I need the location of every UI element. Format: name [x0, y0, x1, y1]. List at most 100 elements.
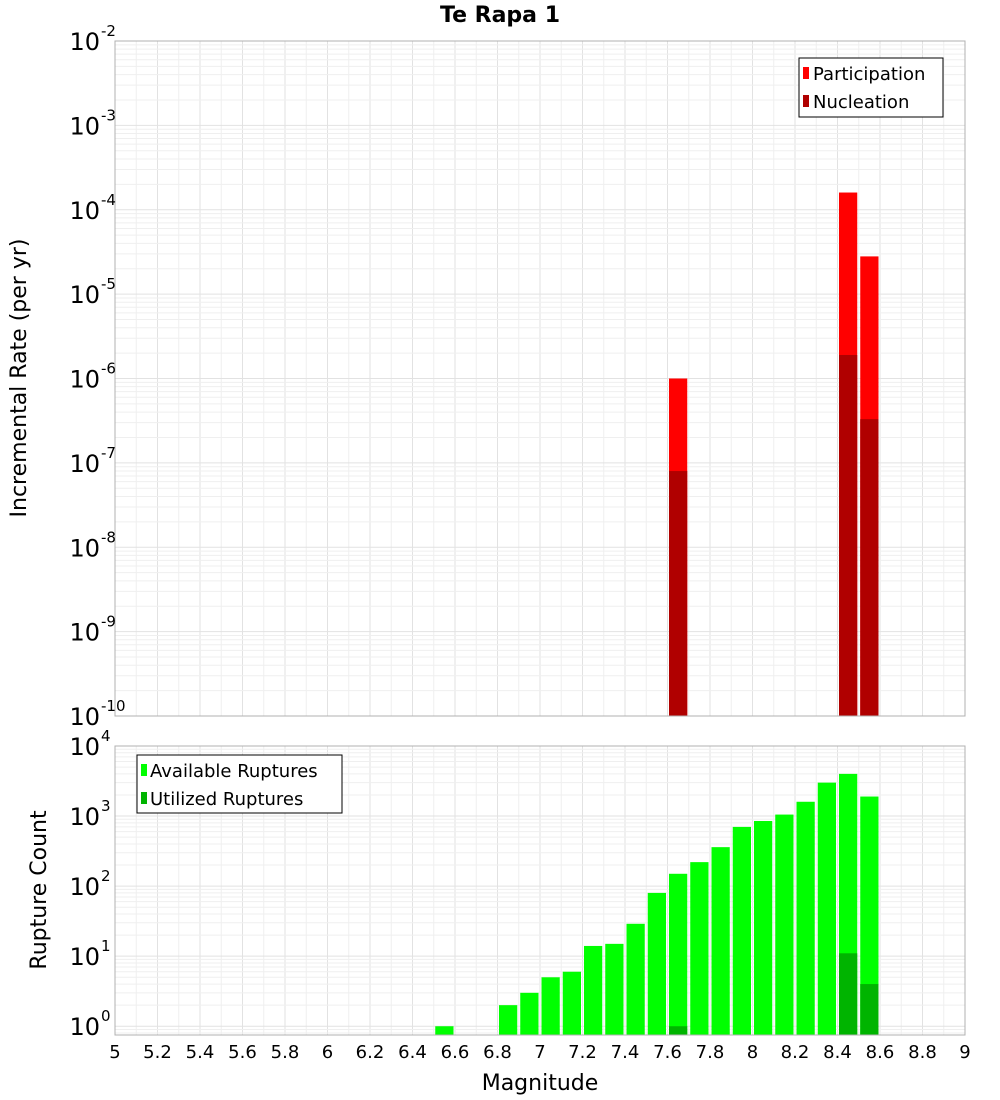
count-y-tick-exponent: 4	[101, 727, 111, 745]
legend-label-participation: Participation	[813, 64, 925, 85]
rate-y-tick-exponent: -7	[101, 444, 116, 462]
rate-panel: 10-210-310-410-510-610-710-810-910-10 In…	[7, 22, 966, 731]
rate-y-tick-base: 10	[69, 534, 100, 562]
x-tick-label: 8.4	[823, 1042, 852, 1063]
rate-y-tick-base: 10	[69, 28, 100, 56]
rate-y-tick-label: 10 -3	[69, 106, 116, 140]
x-tick-label: 8.2	[781, 1042, 810, 1063]
rate-y-tick-label: 10 -2	[69, 22, 116, 56]
x-tick-label: 7.8	[696, 1042, 725, 1063]
count-bar-available-ruptures	[669, 873, 688, 1035]
count-y-tick-base: 10	[69, 873, 100, 901]
count-bars	[435, 773, 879, 1035]
rate-y-ticks: 10-210-310-410-510-610-710-810-910-10	[69, 22, 125, 731]
count-y-tick-exponent: 0	[101, 1007, 111, 1025]
legend-swatch-participation	[803, 67, 809, 79]
x-tick-label: 5.6	[228, 1042, 257, 1063]
x-tick-label: 7	[534, 1042, 545, 1063]
rate-y-tick-exponent: -3	[101, 106, 116, 124]
x-tick-label: 6.8	[483, 1042, 512, 1063]
count-bar-available-ruptures	[690, 862, 709, 1035]
count-bar-available-ruptures	[626, 923, 645, 1035]
chart-title: Te Rapa 1	[440, 3, 560, 28]
legend-swatch-utilized	[141, 792, 147, 804]
x-tick-label: 5.8	[271, 1042, 300, 1063]
count-bar-available-ruptures	[647, 892, 666, 1035]
rate-y-tick-exponent: -2	[101, 22, 116, 40]
count-bar-available-ruptures	[562, 971, 581, 1035]
count-bar-available-ruptures	[435, 1026, 454, 1035]
count-y-tick-label: 10 4	[69, 727, 110, 761]
rate-y-tick-base: 10	[69, 703, 100, 731]
count-bar-available-ruptures	[775, 814, 794, 1035]
x-axis-label: Magnitude	[482, 1071, 599, 1096]
count-y-tick-exponent: 3	[101, 797, 111, 815]
count-bar-available-ruptures	[754, 821, 773, 1035]
x-tick-label: 6.6	[441, 1042, 470, 1063]
count-bar-available-ruptures	[711, 847, 730, 1035]
rate-y-tick-exponent: -9	[101, 613, 116, 631]
count-bar-available-ruptures	[732, 826, 751, 1035]
rate-y-tick-exponent: -5	[101, 275, 116, 293]
count-y-tick-label: 10 0	[69, 1007, 110, 1041]
x-tick-label: 5.2	[143, 1042, 172, 1063]
rate-y-tick-exponent: -10	[101, 697, 126, 715]
x-tick-label: 7.2	[568, 1042, 597, 1063]
count-plot-frame	[114, 745, 966, 1036]
count-y-tick-base: 10	[69, 733, 100, 761]
rate-y-tick-label: 10 -8	[69, 528, 116, 562]
rate-gridlines	[114, 41, 966, 717]
count-bar-available-ruptures	[817, 782, 836, 1035]
count-bar-utilized-ruptures	[860, 984, 879, 1035]
rate-y-tick-base: 10	[69, 619, 100, 647]
rate-y-tick-exponent: -8	[101, 528, 116, 546]
x-tick-label: 6.2	[356, 1042, 385, 1063]
rate-y-tick-base: 10	[69, 450, 100, 478]
rate-y-tick-exponent: -4	[101, 191, 116, 209]
rate-y-tick-label: 10 -9	[69, 613, 116, 647]
count-bar-available-ruptures	[860, 796, 879, 1035]
count-y-axis-label: Rupture Count	[27, 810, 52, 970]
count-legend: Available Ruptures Utilized Ruptures	[136, 754, 343, 814]
legend-label-nucleation: Nucleation	[813, 92, 909, 113]
x-tick-label: 8	[747, 1042, 758, 1063]
legend-label-utilized: Utilized Ruptures	[150, 789, 303, 810]
rate-y-tick-base: 10	[69, 281, 100, 309]
count-bar-available-ruptures	[796, 801, 815, 1035]
rate-y-tick-base: 10	[69, 197, 100, 225]
count-y-tick-base: 10	[69, 943, 100, 971]
rate-bar-nucleation	[669, 471, 688, 716]
legend-swatch-nucleation	[803, 95, 809, 107]
count-bar-available-ruptures	[499, 1005, 518, 1035]
count-bar-available-ruptures	[584, 945, 603, 1035]
x-tick-label: 9	[959, 1042, 970, 1063]
rate-y-tick-base: 10	[69, 366, 100, 394]
x-tick-label: 6	[322, 1042, 333, 1063]
count-y-tick-label: 10 1	[69, 937, 110, 971]
legend-swatch-available	[141, 764, 147, 776]
rate-y-tick-label: 10 -5	[69, 275, 116, 309]
count-y-tick-base: 10	[69, 803, 100, 831]
x-tick-label: 6.4	[398, 1042, 427, 1063]
count-y-tick-base: 10	[69, 1013, 100, 1041]
rate-y-tick-label: 10 -6	[69, 360, 116, 394]
count-y-tick-label: 10 3	[69, 797, 110, 831]
x-tick-labels: 5 5.2 5.4 5.6 5.8 6 6.2 6.4 6.6 6.8 7 7.2 7.4 7.6 7.8 8…	[109, 1042, 970, 1063]
x-tick-label: 7.4	[611, 1042, 640, 1063]
count-y-tick-exponent: 1	[101, 937, 111, 955]
rate-bar-nucleation	[860, 419, 879, 716]
rate-y-tick-exponent: -6	[101, 360, 116, 378]
count-bar-available-ruptures	[541, 977, 560, 1035]
x-tick-label: 5.4	[186, 1042, 215, 1063]
count-legend-box	[136, 754, 343, 814]
x-tick-label: 7.6	[653, 1042, 682, 1063]
count-bar-utilized-ruptures	[669, 1026, 688, 1035]
rate-plot-frame	[114, 40, 966, 717]
count-y-tick-label: 10 2	[69, 867, 110, 901]
rate-y-axis-label: Incremental Rate (per yr)	[7, 239, 32, 518]
count-y-tick-exponent: 2	[101, 867, 111, 885]
rate-y-tick-label: 10 -4	[69, 191, 116, 225]
